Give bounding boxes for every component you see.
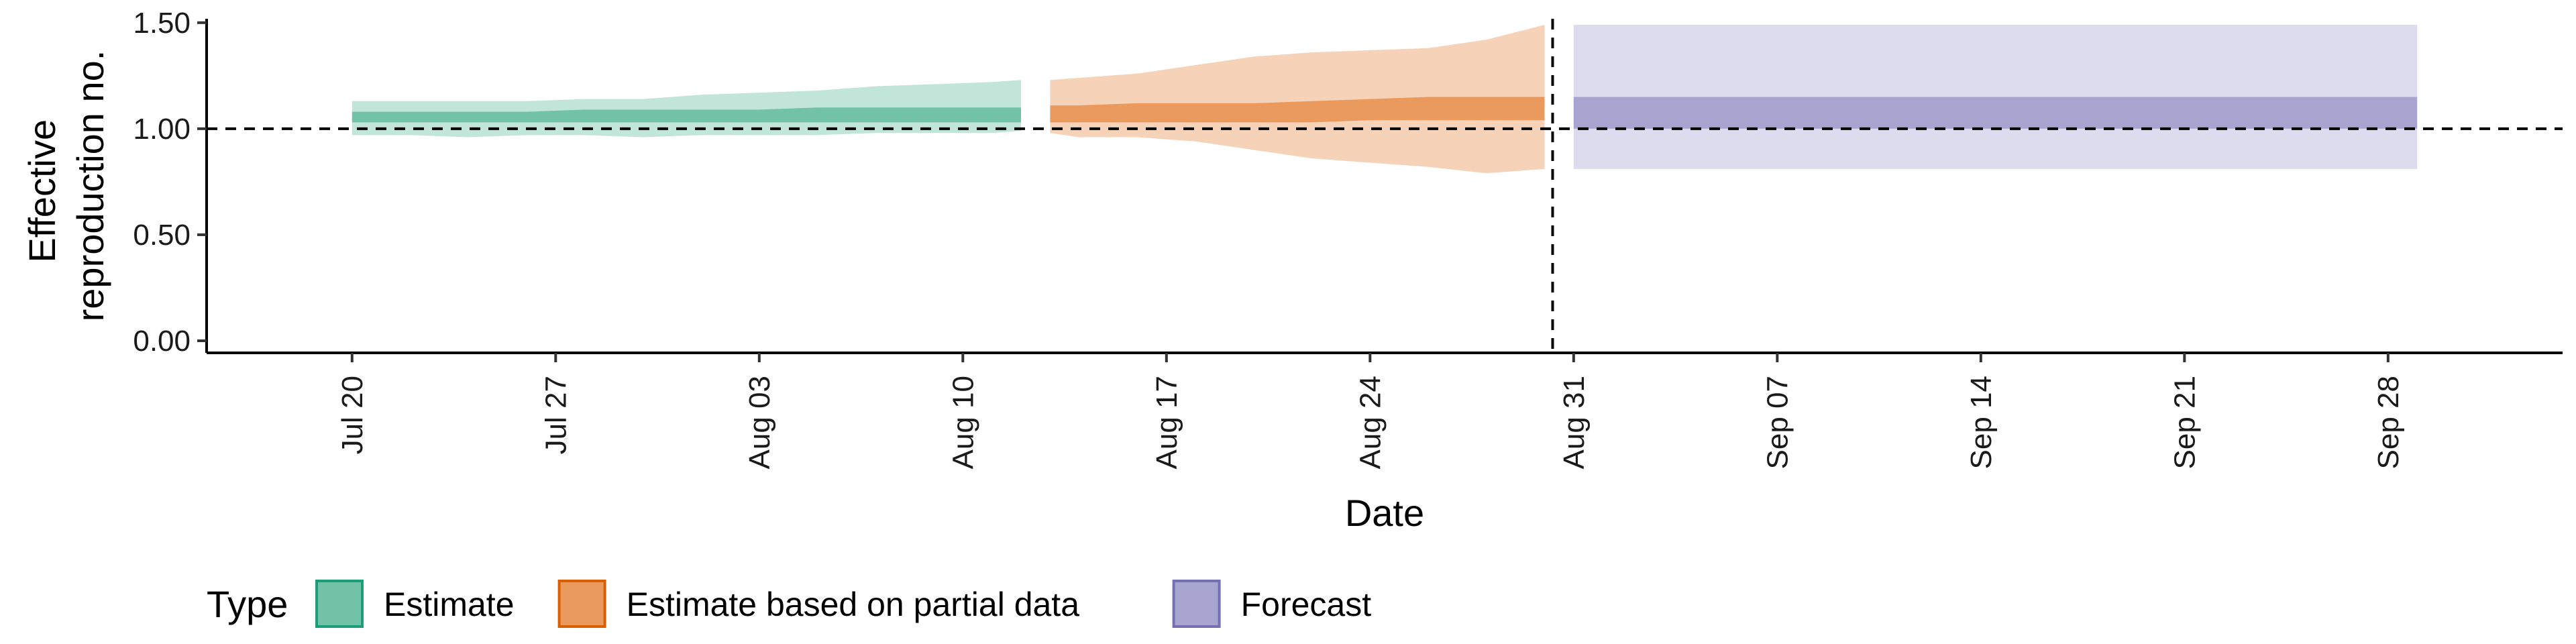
band-inner-estimate	[352, 107, 1021, 123]
legend-label-estimate-based-on-partial-data: Estimate based on partial data	[627, 586, 1080, 623]
y-tick-label: 0.00	[133, 325, 191, 358]
x-axis-ticks: Jul 20 Jul 27 Aug 03 Aug 10 Aug 17 Aug 24 Aug …	[336, 353, 2405, 469]
x-tick-label: Aug 24	[1354, 376, 1387, 469]
legend-title: Type	[207, 583, 288, 625]
axes	[205, 19, 2563, 354]
legend-swatch-estimate	[315, 580, 364, 628]
y-axis-ticks: 0.00 0.50 1.00 1.50	[133, 7, 207, 358]
band-outer-forecast	[1573, 25, 2418, 169]
legend-label-forecast: Forecast	[1241, 586, 1372, 623]
series-bands	[352, 25, 2418, 174]
legend-swatch-forecast	[1172, 580, 1221, 628]
y-axis-title-line-1: Effective	[21, 119, 63, 263]
y-tick-label: 1.50	[133, 7, 191, 40]
legend: Type Estimate Estimate based on partial d…	[207, 580, 1372, 628]
legend-swatch-estimate-based-on-partial-data	[557, 580, 606, 628]
y-axis-title: Effective reproduction no.	[21, 50, 111, 322]
x-tick-label: Sep 07	[1761, 376, 1794, 469]
y-axis-title-line-2: reproduction no.	[69, 50, 111, 322]
x-tick-label: Aug 31	[1558, 376, 1591, 469]
band-inner-forecast	[1573, 97, 2418, 129]
x-tick-label: Sep 21	[2168, 376, 2201, 469]
x-tick-label: Aug 10	[947, 376, 979, 469]
x-tick-label: Sep 28	[2372, 376, 2405, 469]
y-tick-label: 0.50	[133, 219, 191, 252]
x-tick-label: Jul 27	[539, 376, 572, 454]
band-outer-estimate	[352, 80, 1021, 138]
x-tick-label: Jul 20	[336, 376, 369, 454]
x-tick-label: Aug 17	[1150, 376, 1183, 469]
y-tick-label: 1.00	[133, 113, 191, 146]
band-outer-estimate-based-on-partial-data	[1050, 25, 1545, 174]
reference-lines	[207, 19, 2563, 353]
band-inner-estimate-based-on-partial-data	[1050, 97, 1545, 123]
x-axis-title: Date	[1345, 492, 1424, 534]
x-tick-label: Sep 14	[1965, 376, 1998, 469]
legend-label-estimate: Estimate	[384, 586, 515, 623]
x-tick-label: Aug 03	[743, 376, 776, 469]
